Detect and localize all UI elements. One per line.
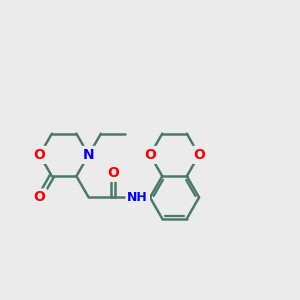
Text: O: O <box>193 148 205 162</box>
Text: O: O <box>34 148 46 162</box>
Text: NH: NH <box>128 191 148 204</box>
Text: O: O <box>34 190 46 204</box>
Text: O: O <box>144 148 156 162</box>
Text: N: N <box>83 148 94 162</box>
Text: O: O <box>107 166 119 180</box>
